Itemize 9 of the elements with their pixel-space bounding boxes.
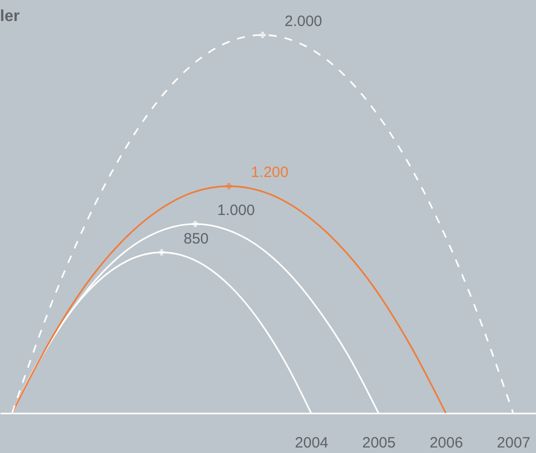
x-tick-label: 2004 [294,434,328,452]
x-tick-label: 2005 [362,434,396,452]
text: ler [0,8,20,25]
data-label: 1.200 [250,164,288,182]
data-label: 850 [184,230,209,248]
x-tick-label: 2006 [430,434,463,452]
x-tick-label: 2007 [496,434,530,452]
data-label: 1.000 [217,202,255,219]
data-label: 2.000 [284,12,322,30]
